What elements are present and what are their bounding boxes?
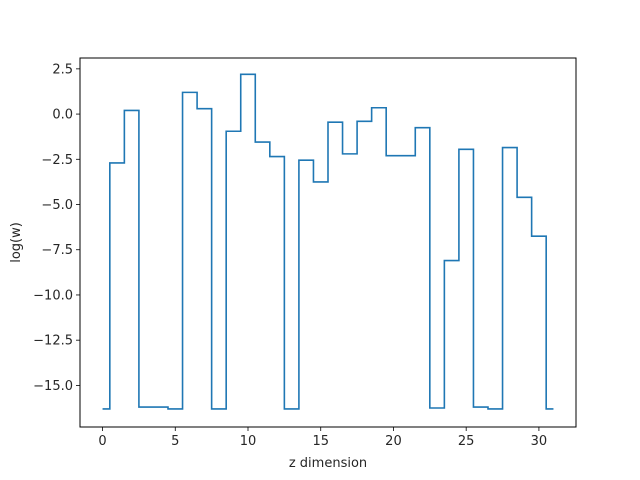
plot-frame bbox=[79, 57, 577, 428]
x-axis-label: z dimension bbox=[289, 456, 367, 471]
x-tick-label: 10 bbox=[240, 434, 257, 449]
ticks-layer: 0 5 10 15 20 25 30 2.5 0.0 −2.5 −5.0 −7.5 −10.0 −12.5… bbox=[33, 62, 547, 449]
y-tick-label: −2.5 bbox=[41, 153, 73, 168]
y-tick-label: 2.5 bbox=[52, 62, 73, 77]
y-tick-label: −15.0 bbox=[33, 379, 73, 394]
x-tick-label: 15 bbox=[312, 434, 329, 449]
y-tick-label: −7.5 bbox=[41, 243, 73, 258]
x-tick-label: 20 bbox=[385, 434, 402, 449]
series-layer bbox=[102, 73, 554, 410]
y-tick-label: −12.5 bbox=[33, 334, 73, 349]
x-tick-label: 5 bbox=[171, 434, 179, 449]
y-axis-label: log(w) bbox=[9, 222, 24, 263]
x-tick-label: 0 bbox=[98, 434, 106, 449]
y-tick-label: −5.0 bbox=[41, 198, 73, 213]
series-line bbox=[102, 73, 554, 410]
x-tick-label: 30 bbox=[531, 434, 548, 449]
y-tick-label: 0.0 bbox=[52, 108, 73, 123]
x-tick-label: 25 bbox=[458, 434, 475, 449]
y-tick-label: −10.0 bbox=[33, 288, 73, 303]
